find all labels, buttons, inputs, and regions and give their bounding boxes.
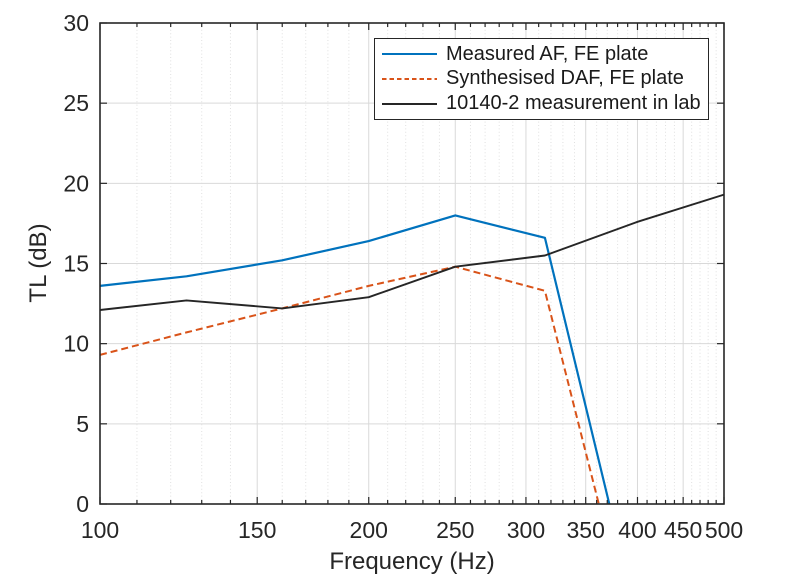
x-tick-label: 300 xyxy=(507,517,545,543)
x-tick-label: 500 xyxy=(705,517,743,543)
legend-item: 10140-2 measurement in lab xyxy=(375,92,708,116)
y-tick-label: 5 xyxy=(76,411,89,437)
x-tick-label: 250 xyxy=(436,517,474,543)
series-synthesised-daf-line xyxy=(99,265,600,505)
legend-line-sample-synthesised-daf xyxy=(382,77,437,80)
axis-ticks xyxy=(99,22,725,505)
x-tick-label: 150 xyxy=(238,517,276,543)
y-tick-label: 15 xyxy=(63,251,89,277)
legend-line-sample-10140-2 xyxy=(382,102,437,105)
x-tick-label: 450 xyxy=(664,517,702,543)
legend-label: 10140-2 measurement in lab xyxy=(446,92,701,115)
series-10140-2-line xyxy=(99,193,725,311)
y-axis-label: TL (dB) xyxy=(25,223,52,303)
y-tick-label: 30 xyxy=(63,10,89,36)
x-tick-label: 200 xyxy=(350,517,388,543)
y-tick-label: 25 xyxy=(63,90,89,116)
x-axis-label: Frequency (Hz) xyxy=(329,548,495,575)
legend: Measured AF, FE plate Synthesised DAF, F… xyxy=(374,38,709,120)
y-tick-label: 10 xyxy=(63,331,89,357)
x-tick-label: 400 xyxy=(618,517,656,543)
y-tick-label: 0 xyxy=(76,491,89,517)
legend-item: Synthesised DAF, FE plate xyxy=(375,67,708,91)
y-tick-label: 20 xyxy=(63,170,89,196)
x-tick-label: 100 xyxy=(81,517,119,543)
x-tick-label: 350 xyxy=(567,517,605,543)
legend-item: Measured AF, FE plate xyxy=(375,42,708,66)
legend-line-sample-measured-af xyxy=(382,53,437,56)
series-measured-af-line xyxy=(99,214,611,505)
legend-label: Synthesised DAF, FE plate xyxy=(446,67,684,90)
legend-label: Measured AF, FE plate xyxy=(446,42,649,65)
